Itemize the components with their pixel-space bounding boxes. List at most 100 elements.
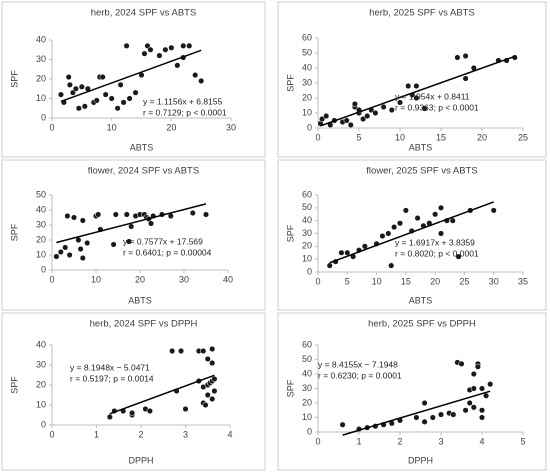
y-axis-label: SPF — [285, 74, 295, 92]
data-point — [146, 407, 153, 415]
data-point — [487, 381, 494, 388]
y-tick-label: 0 — [307, 426, 312, 436]
y-tick-label: 40 — [36, 204, 46, 214]
data-point — [339, 421, 346, 428]
data-point — [402, 207, 409, 214]
x-tick-label: 20 — [477, 132, 487, 142]
chart-panel: herb, 2025 SPF vs ABTS 0 5 10 15 20 25 0 10 20 30 4… — [277, 1, 547, 158]
data-point — [128, 223, 135, 230]
data-point — [413, 94, 420, 102]
data-point — [421, 105, 428, 112]
data-point — [478, 414, 486, 421]
data-point — [396, 99, 404, 106]
x-tick-label: 0 — [315, 276, 320, 286]
data-point — [413, 414, 420, 421]
data-point — [186, 42, 193, 49]
data-point — [414, 215, 421, 222]
y-tick-label: 10 — [302, 254, 312, 264]
x-tick-label: 5 — [356, 132, 361, 142]
x-tick-label: 0 — [49, 122, 54, 132]
x-tick-label: 35 — [518, 276, 528, 286]
annotation: r = 0.6230; p = 0.0001 — [318, 370, 402, 380]
y-tick-label: 0 — [307, 122, 312, 132]
data-point — [200, 347, 207, 355]
data-point — [437, 230, 445, 237]
data-point — [343, 117, 350, 124]
trendline — [109, 374, 215, 415]
annotation: y = 0.7577x + 17.569 — [123, 236, 203, 246]
data-point — [211, 387, 218, 395]
data-point — [380, 103, 387, 111]
data-point — [64, 212, 71, 220]
y-tick-label: 30 — [36, 54, 46, 64]
data-point — [169, 347, 176, 355]
y-tick-label: 30 — [36, 219, 46, 229]
data-point — [120, 99, 127, 106]
y-tick-label: 30 — [302, 77, 312, 87]
y-tick-label: 60 — [302, 189, 312, 199]
x-tick-label: 30 — [179, 274, 189, 284]
data-point — [458, 360, 465, 367]
y-tick-label: 30 — [36, 359, 46, 369]
data-point — [396, 220, 404, 227]
data-point — [432, 211, 439, 218]
y-tick-label: 40 — [302, 215, 312, 225]
data-point — [202, 211, 210, 218]
annotation: r = 0.6401; p = 0.00004 — [123, 247, 212, 257]
data-point — [117, 81, 124, 88]
y-tick-label: 60 — [302, 32, 312, 42]
panel-border — [277, 159, 547, 311]
data-point — [77, 245, 84, 253]
x-tick-label: 2 — [138, 429, 143, 439]
y-tick-label: 20 — [302, 241, 312, 251]
x-tick-label: 30 — [489, 276, 499, 286]
data-point — [62, 244, 69, 251]
data-point — [478, 407, 486, 414]
data-point — [147, 220, 155, 227]
data-point — [454, 54, 461, 61]
y-tick-label: 0 — [41, 264, 46, 274]
data-point — [178, 347, 185, 355]
x-tick-label: 4 — [479, 436, 484, 446]
data-point — [421, 399, 428, 407]
data-point — [474, 363, 481, 370]
data-point — [379, 233, 386, 240]
data-point — [114, 105, 121, 112]
annotation: r = 0.7129; p < 0.0001 — [143, 107, 227, 117]
annotation: r = 0.9363; p < 0.0001 — [395, 102, 479, 112]
data-point — [450, 411, 457, 418]
x-tick-label: 10 — [91, 274, 101, 284]
data-point — [483, 392, 490, 399]
x-tick-label: 0 — [49, 429, 54, 439]
data-point — [125, 238, 133, 245]
x-tick-label: 10 — [372, 276, 382, 286]
data-point — [141, 50, 148, 57]
x-axis-label: ABTS — [130, 142, 154, 152]
data-point — [209, 345, 216, 353]
data-point — [84, 239, 91, 247]
data-point — [79, 254, 86, 262]
data-point — [462, 407, 469, 414]
data-point — [81, 103, 88, 110]
data-point — [174, 62, 181, 69]
chart-title: herb, 2024 SPF vs DPPH — [90, 319, 198, 330]
y-tick-label: 30 — [302, 228, 312, 238]
data-point — [323, 112, 330, 120]
x-tick-label: 5 — [345, 276, 350, 286]
x-tick-label: 20 — [430, 276, 440, 286]
data-point — [478, 385, 486, 392]
data-point — [202, 401, 209, 409]
y-tick-label: 10 — [36, 399, 46, 409]
x-tick-label: 3 — [438, 436, 443, 446]
chart-panel: flower, 2025 SPF vs ABTS 0 5 10 15 20 25 30 35 0 1… — [277, 159, 547, 311]
x-tick-label: 40 — [223, 274, 233, 284]
data-point — [156, 52, 163, 59]
chart-title: herb, 2025 SPF vs DPPH — [368, 319, 476, 330]
y-tick-label: 40 — [36, 34, 46, 44]
y-tick-label: 0 — [307, 266, 312, 276]
x-tick-label: 15 — [401, 276, 411, 286]
x-tick-label: 1 — [356, 436, 361, 446]
y-tick-label: 10 — [302, 107, 312, 117]
y-tick-label: 20 — [302, 92, 312, 102]
chart-title: herb, 2025 SPF vs ABTS — [369, 8, 475, 19]
